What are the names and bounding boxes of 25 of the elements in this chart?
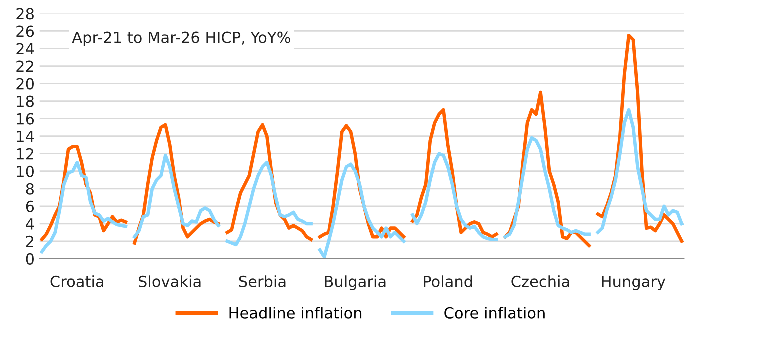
y-tick-label: 10 bbox=[17, 166, 34, 178]
y-tick-label: 26 bbox=[16, 26, 34, 38]
y-tick-label: 6 bbox=[26, 200, 34, 212]
legend-label: Core inflation bbox=[444, 307, 545, 319]
y-tick-label: 2 bbox=[26, 236, 34, 248]
x-tick-label: Bulgaria bbox=[325, 276, 386, 290]
y-tick-label: 18 bbox=[17, 96, 34, 108]
x-tick-label: Poland bbox=[424, 276, 472, 288]
y-tick-label: 14 bbox=[17, 131, 34, 142]
y-tick-label: 20 bbox=[16, 78, 34, 90]
y-tick-label: 24 bbox=[16, 43, 34, 55]
y-tick-label: 16 bbox=[17, 113, 34, 125]
x-tick-label: Czechia bbox=[512, 276, 570, 288]
annotation: Apr-21 to Mar-26 HICP, YoY% bbox=[72, 32, 290, 46]
x-tick-label: Slovakia bbox=[138, 276, 201, 288]
y-tick-label: 22 bbox=[16, 60, 34, 72]
x-tick-label: Croatia bbox=[50, 276, 104, 288]
legend-label: Headline inflation bbox=[230, 307, 362, 319]
x-tick-label: Hungary bbox=[602, 276, 666, 290]
x-tick-label: Serbia bbox=[239, 276, 286, 288]
y-tick-label: 12 bbox=[17, 148, 34, 160]
y-tick-label: 4 bbox=[26, 218, 34, 230]
y-tick-label: 0 bbox=[26, 253, 34, 265]
y-tick-label: 28 bbox=[16, 8, 34, 20]
y-tick-label: 8 bbox=[26, 183, 34, 195]
